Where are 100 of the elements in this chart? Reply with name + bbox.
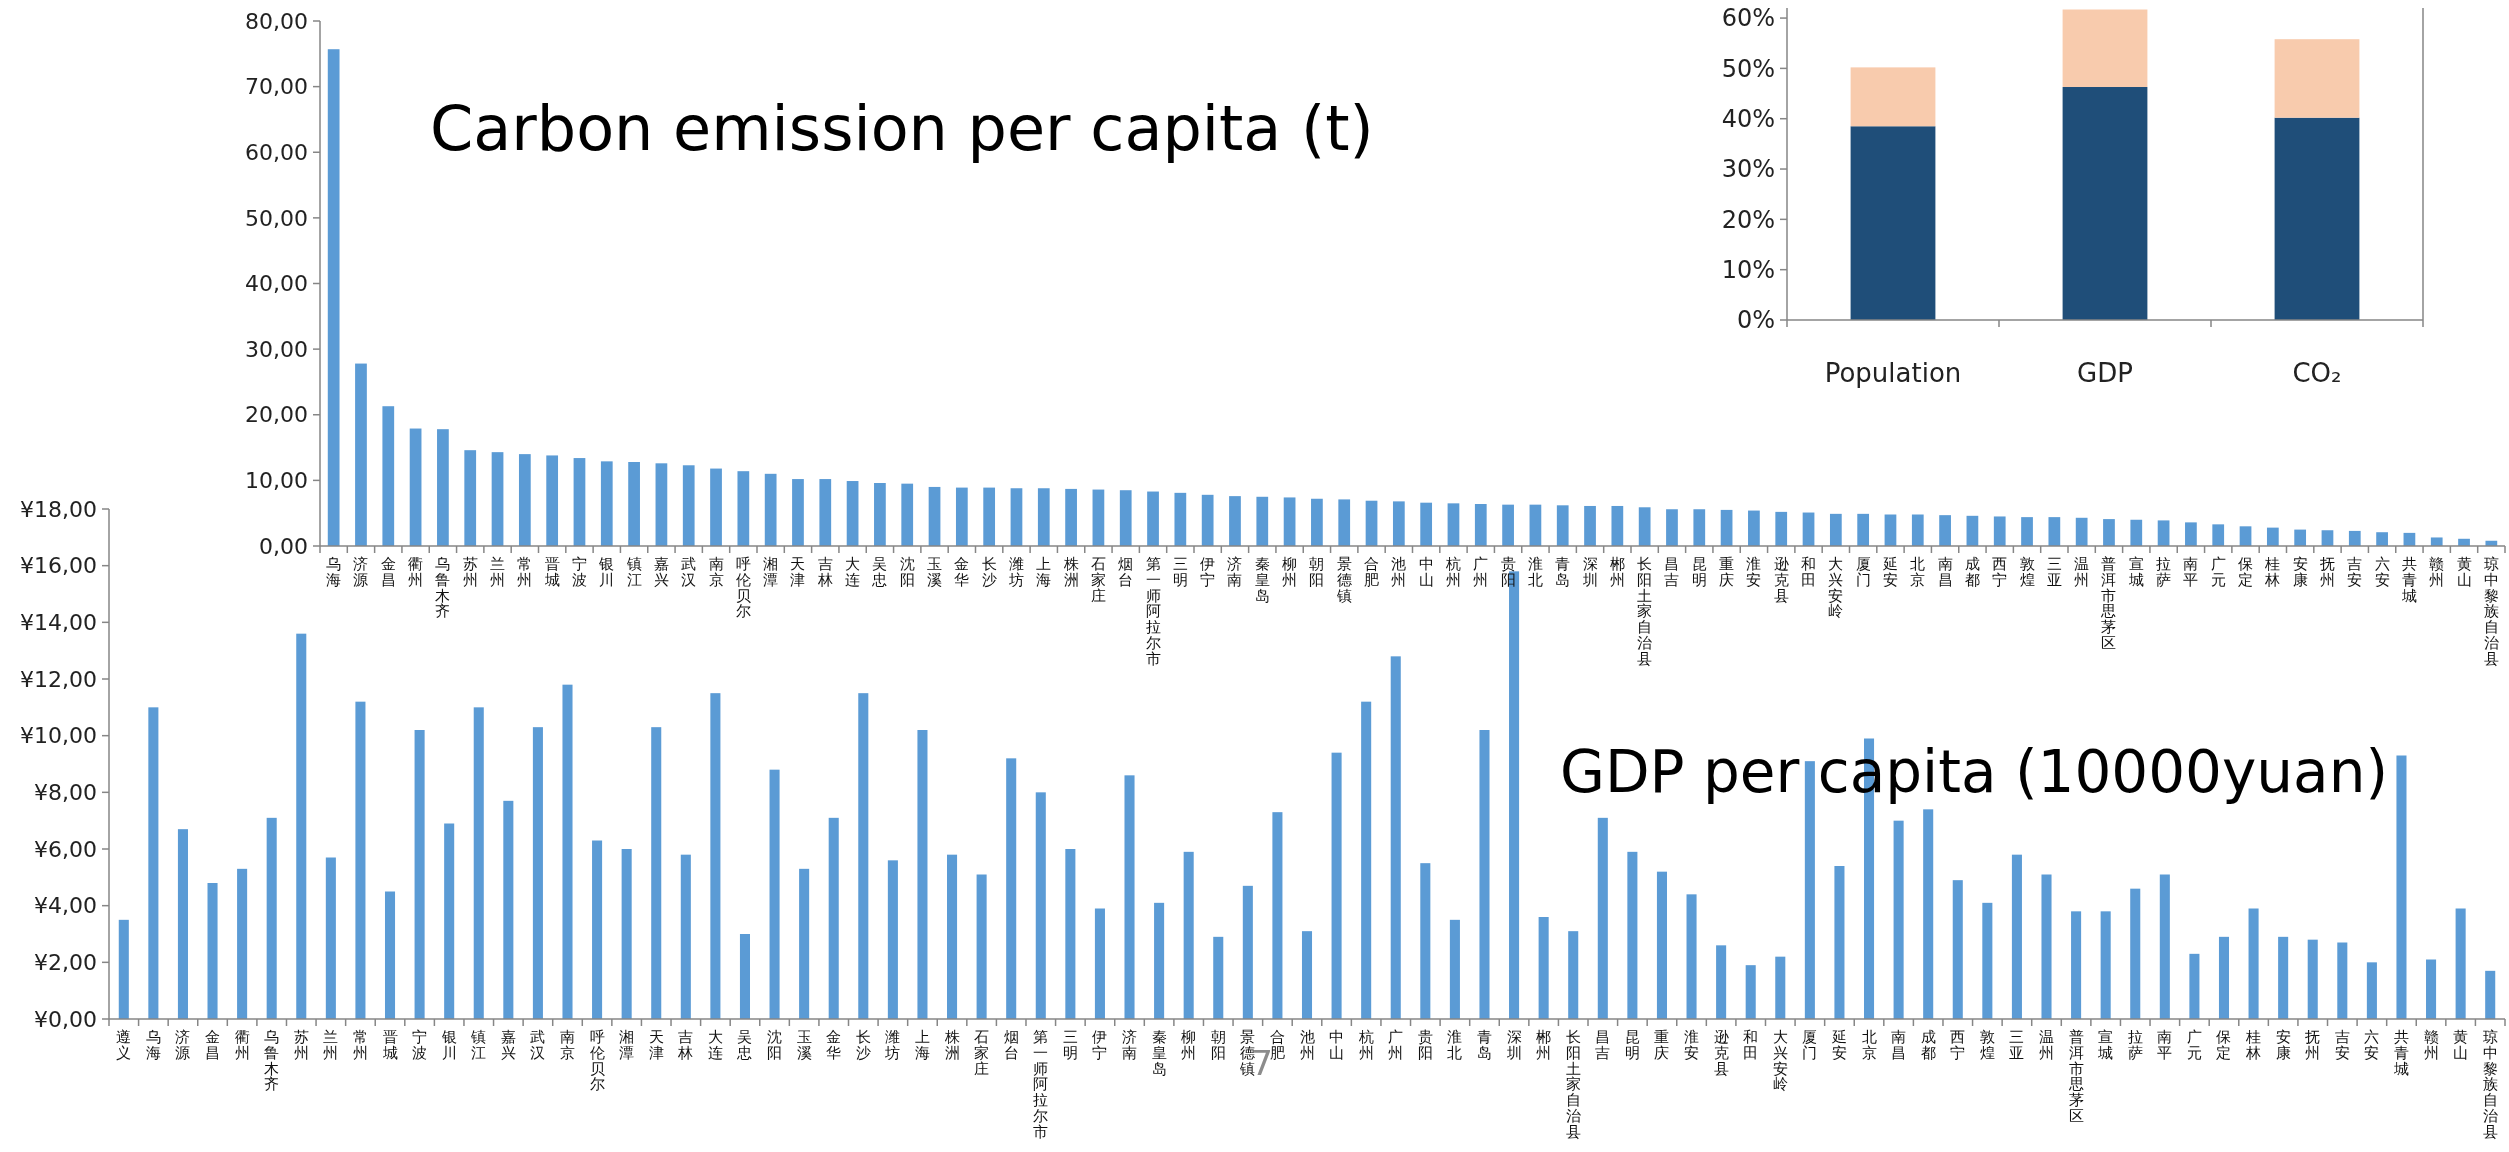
x-tick-label: 嘉兴 bbox=[500, 1028, 516, 1062]
bar bbox=[562, 684, 573, 1019]
x-tick-label: 长沙 bbox=[855, 1028, 871, 1062]
x-tick-label: 北京 bbox=[1861, 1028, 1877, 1062]
x-tick-label: 银川 bbox=[440, 1028, 457, 1062]
x-tick-label: 敦煌 bbox=[2019, 555, 2035, 589]
y-tick-label: 80,00 bbox=[245, 8, 308, 34]
bar bbox=[1686, 894, 1697, 1019]
bar bbox=[628, 462, 640, 546]
x-tick-label: 共青城 bbox=[2392, 1028, 2409, 1078]
x-tick-label: 景德镇 bbox=[1335, 555, 1352, 605]
bar bbox=[296, 633, 307, 1019]
bar bbox=[2248, 908, 2259, 1019]
bar bbox=[846, 481, 859, 546]
x-tick-label: 抚州 bbox=[2318, 555, 2335, 589]
x-tick-label: 西宁 bbox=[1950, 1028, 1966, 1062]
x-tick-label: 郴州 bbox=[1536, 1028, 1552, 1062]
x-tick-label: 淮安 bbox=[1684, 1028, 1700, 1062]
bar bbox=[651, 727, 662, 1019]
x-tick-label: 济南 bbox=[1227, 555, 1243, 589]
y-tick-label: 10% bbox=[1721, 256, 1775, 285]
bar bbox=[1775, 511, 1788, 546]
bar bbox=[532, 727, 543, 1019]
x-tick-label: 第一师阿拉尔市 bbox=[1033, 1028, 1049, 1141]
x-tick-label: 中山 bbox=[1418, 555, 1434, 589]
x-tick-label: 赣州 bbox=[2429, 555, 2445, 589]
bar bbox=[1538, 917, 1549, 1019]
y-tick-label: 50% bbox=[1721, 54, 1775, 83]
x-tick-label: 潍坊 bbox=[1007, 555, 1024, 589]
bar bbox=[1420, 863, 1431, 1019]
bar bbox=[1301, 931, 1313, 1019]
bar bbox=[2274, 117, 2360, 320]
bar bbox=[2189, 953, 2200, 1019]
bar bbox=[1656, 871, 1667, 1019]
bar bbox=[148, 707, 159, 1019]
bar bbox=[2307, 939, 2318, 1019]
bar bbox=[901, 483, 914, 546]
bar bbox=[2266, 527, 2279, 546]
x-tick-label: 淮北 bbox=[1527, 555, 1543, 589]
x-tick-label: 昆明 bbox=[1691, 555, 1707, 589]
x-tick-label: 乌鲁木齐 bbox=[435, 555, 451, 621]
x-tick-label: 玉溪 bbox=[927, 555, 943, 589]
bar bbox=[2041, 874, 2052, 1019]
bar bbox=[1035, 792, 1046, 1019]
bar bbox=[2376, 532, 2388, 546]
bar bbox=[2130, 519, 2143, 546]
y-tick-label: ¥2,00 bbox=[34, 950, 97, 976]
x-tick-label: 宁波 bbox=[571, 555, 587, 589]
bar bbox=[1311, 498, 1323, 546]
bar bbox=[1474, 504, 1487, 546]
bar bbox=[573, 458, 586, 546]
bar bbox=[177, 829, 188, 1019]
x-tick-label: 厦门 bbox=[1855, 555, 1871, 589]
bar bbox=[266, 817, 277, 1019]
y-tick-label: 10,00 bbox=[245, 468, 308, 494]
x-tick-label: 沈阳 bbox=[899, 555, 915, 589]
x-tick-label: 三亚 bbox=[2009, 1028, 2025, 1062]
x-tick-label: 池州 bbox=[1391, 555, 1407, 589]
y-tick-label: 20% bbox=[1721, 205, 1775, 234]
x-tick-label: 大兴安岭 bbox=[1828, 555, 1844, 621]
x-tick-label: 沈阳 bbox=[767, 1028, 783, 1062]
x-tick-label: 黄山 bbox=[2453, 1028, 2469, 1062]
x-tick-label: 杭州 bbox=[1444, 555, 1461, 589]
bar bbox=[409, 428, 422, 546]
x-tick-label: 南京 bbox=[559, 1028, 575, 1062]
bar bbox=[414, 730, 425, 1019]
bar bbox=[1627, 851, 1638, 1019]
bar bbox=[828, 817, 839, 1019]
bar bbox=[382, 406, 395, 546]
x-tick-label: 安康 bbox=[2292, 555, 2308, 589]
y-tick-label: ¥8,00 bbox=[34, 780, 97, 806]
bar bbox=[2239, 526, 2252, 546]
bar bbox=[237, 868, 248, 1019]
bar bbox=[1556, 505, 1569, 546]
x-tick-label: 吉林 bbox=[677, 1028, 694, 1062]
bar bbox=[1834, 866, 1845, 1019]
bar bbox=[2294, 529, 2307, 546]
y-tick-label: ¥10,00 bbox=[20, 723, 97, 749]
x-tick-label: 秦皇岛 bbox=[1151, 1028, 1167, 1078]
x-tick-label: 合肥 bbox=[1364, 555, 1380, 589]
bar bbox=[739, 934, 750, 1019]
x-tick-label: 湘潭 bbox=[619, 1028, 635, 1062]
x-tick-label: 南平 bbox=[2157, 1028, 2173, 1062]
bar bbox=[464, 450, 477, 546]
bar bbox=[355, 701, 366, 1019]
bar bbox=[1065, 849, 1076, 1019]
bar bbox=[1010, 488, 1023, 546]
x-tick-label: 桂林 bbox=[2245, 1028, 2262, 1062]
bar bbox=[2021, 517, 2033, 546]
bar bbox=[1923, 809, 1934, 1019]
x-tick-label: 第一师阿拉尔市 bbox=[1145, 555, 1161, 668]
y-tick-label: ¥14,00 bbox=[20, 610, 97, 636]
x-tick-label: 昌吉 bbox=[1595, 1028, 1611, 1062]
y-tick-label: ¥12,00 bbox=[20, 666, 97, 692]
bar bbox=[2337, 942, 2348, 1019]
y-tick-label: ¥4,00 bbox=[34, 893, 97, 919]
x-tick-label: 银川 bbox=[598, 555, 615, 589]
bar bbox=[917, 730, 928, 1019]
bar bbox=[1993, 516, 2006, 546]
bar bbox=[518, 454, 531, 546]
